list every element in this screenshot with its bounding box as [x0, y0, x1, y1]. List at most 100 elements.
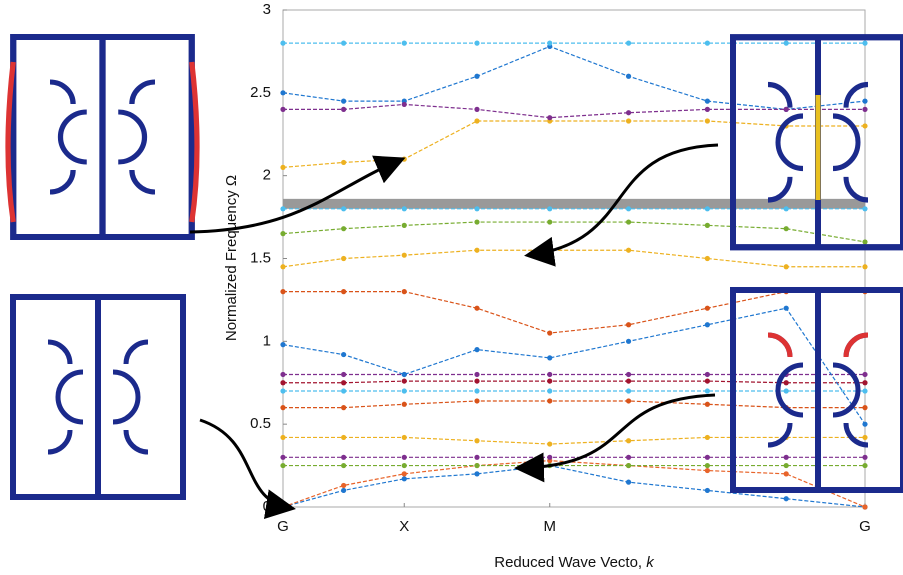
band-point	[547, 398, 553, 404]
band-point	[704, 462, 710, 469]
y-axis-label: Normalized Frequency Ω	[223, 175, 240, 341]
band-point	[547, 388, 553, 394]
band-point	[862, 106, 868, 112]
band-point	[862, 206, 868, 212]
band-point	[862, 405, 868, 411]
x-tick-label: G	[277, 518, 289, 535]
band-point	[474, 388, 480, 394]
band-point	[862, 380, 868, 386]
band-point	[625, 73, 632, 79]
x-axis-label: Reduced Wave Vecto, k	[494, 554, 655, 571]
band-point	[401, 471, 407, 477]
band-point	[341, 40, 347, 46]
band-point	[862, 421, 868, 427]
band-point	[862, 462, 868, 469]
y-tick-label: 2.5	[250, 84, 271, 101]
band-point	[783, 106, 789, 112]
band-point	[704, 322, 710, 328]
band-point	[547, 40, 553, 46]
band-point	[474, 462, 480, 469]
band-point	[625, 338, 632, 344]
band-point	[625, 322, 632, 328]
band-point	[625, 398, 632, 404]
band-point	[704, 40, 710, 46]
band-gap	[283, 198, 865, 209]
band-point	[783, 226, 789, 232]
band-point	[625, 454, 632, 460]
band-point	[341, 371, 347, 378]
band-point	[401, 434, 407, 441]
band-line	[282, 464, 866, 508]
band-line	[282, 221, 866, 243]
band-point	[280, 264, 286, 270]
band-point	[704, 467, 710, 474]
band-point	[625, 247, 632, 253]
band-point	[474, 118, 480, 124]
band-point	[704, 106, 710, 112]
plot-layer: 00.511.522.53G X M G	[250, 1, 871, 535]
band-point	[401, 454, 407, 460]
band-point	[862, 388, 868, 394]
band-point	[341, 289, 347, 295]
band-point	[862, 504, 868, 510]
band-point	[280, 289, 286, 295]
band-point	[704, 388, 710, 394]
band-point	[401, 252, 407, 258]
band-point	[341, 98, 347, 104]
band-point	[704, 98, 710, 104]
band-point	[783, 305, 789, 311]
band-point	[625, 40, 632, 46]
y-tick-label: 1	[263, 332, 271, 349]
band-point	[280, 106, 286, 112]
y-tick-label: 3	[263, 1, 271, 18]
band-point	[625, 371, 632, 378]
y-tick-label: 0.5	[250, 415, 271, 432]
band-point	[547, 371, 553, 378]
band-point	[341, 159, 347, 166]
band-point	[280, 206, 286, 212]
band-point	[625, 438, 632, 444]
band-point	[341, 454, 347, 460]
band-point	[474, 347, 480, 353]
band-point	[547, 454, 553, 460]
band-line	[282, 45, 866, 111]
band-point	[474, 40, 480, 46]
band-line	[283, 103, 865, 119]
mode-shape	[5, 37, 200, 237]
band-point	[625, 378, 632, 384]
band-point	[862, 264, 868, 270]
band-point	[474, 378, 480, 384]
band-point	[625, 110, 632, 116]
band-point	[547, 115, 553, 121]
band-point	[704, 206, 710, 212]
band-point	[547, 355, 553, 361]
band-point	[862, 98, 868, 104]
arrow	[199, 418, 296, 519]
band-point	[341, 351, 347, 358]
band-point	[401, 101, 407, 108]
band-point	[704, 378, 710, 384]
band-point	[280, 462, 286, 469]
band-point	[625, 479, 632, 485]
band-point	[280, 388, 286, 394]
band-point	[704, 222, 710, 228]
band-point	[401, 462, 407, 469]
band-point	[547, 219, 553, 225]
band-point	[783, 388, 789, 394]
band-point	[280, 405, 286, 411]
x-axis-label-text: Reduced Wave Vecto,	[494, 554, 646, 571]
arrow	[189, 155, 406, 234]
band-point	[704, 401, 710, 407]
band-point	[341, 206, 347, 212]
band-point	[401, 388, 407, 394]
band-point	[341, 434, 347, 441]
band-point	[862, 434, 868, 441]
band-point	[862, 371, 868, 378]
band-point	[625, 388, 632, 394]
band-point	[783, 206, 789, 212]
band-point	[547, 378, 553, 384]
band-point	[783, 40, 789, 46]
x-tick-label: M	[544, 518, 557, 535]
band-point	[704, 371, 710, 378]
band-point	[401, 401, 407, 407]
